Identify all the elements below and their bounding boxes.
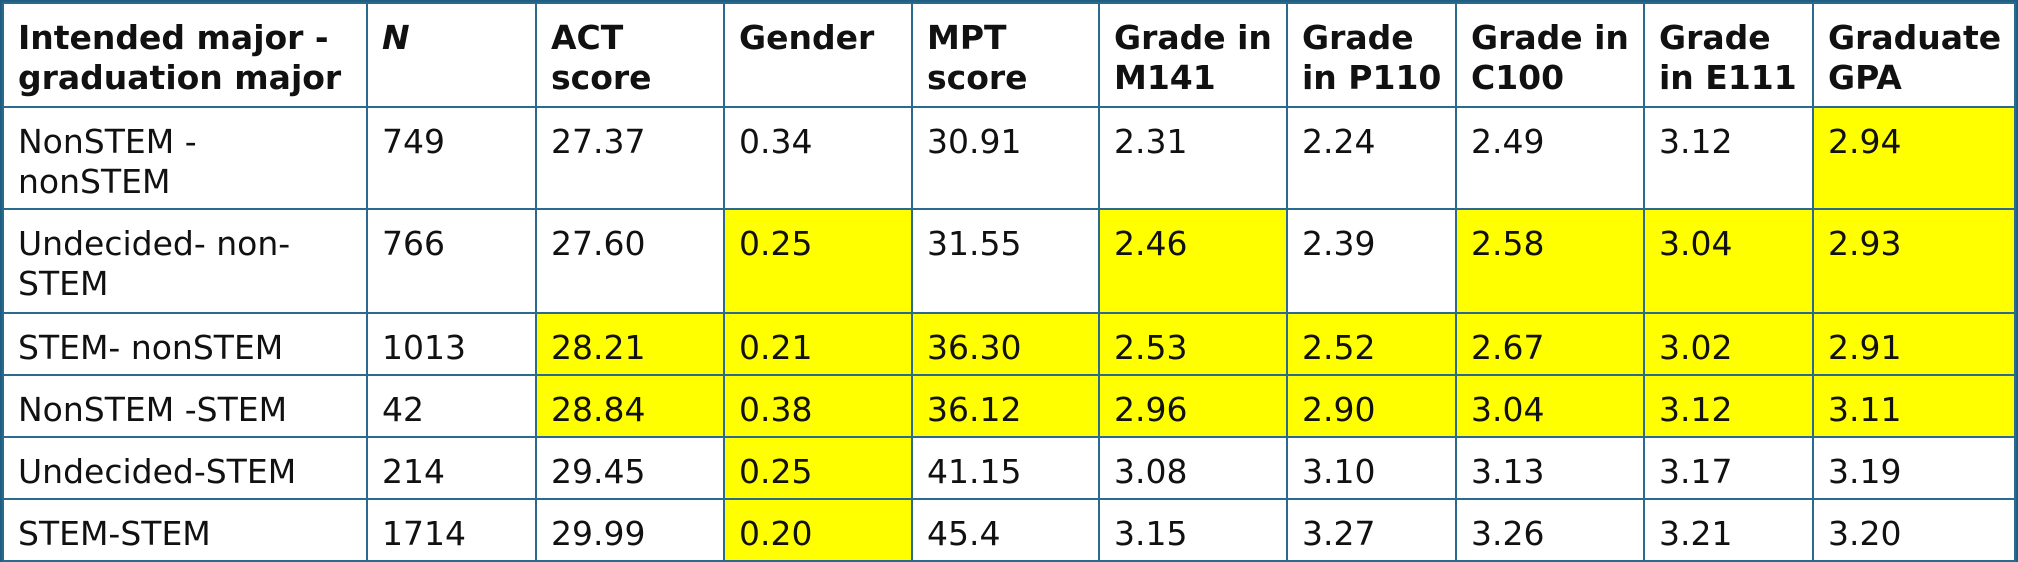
cell-grade-e111: 3.04 xyxy=(1643,208,1814,314)
cell-graduate-gpa: 2.91 xyxy=(1812,312,2016,376)
cell-graduate-gpa: 3.11 xyxy=(1812,374,2016,438)
cell-grade-c100: 2.67 xyxy=(1455,312,1645,376)
cell-grade-e111: 3.12 xyxy=(1643,106,1814,210)
cell-major: Undecided-STEM xyxy=(2,436,368,500)
cell-grade-e111: 3.17 xyxy=(1643,436,1814,500)
cell-graduate-gpa: 3.20 xyxy=(1812,498,2016,562)
cell-n: 766 xyxy=(366,208,537,314)
cell-n: 42 xyxy=(366,374,537,438)
header-graduate-gpa: Graduate GPA xyxy=(1812,2,2016,108)
cell-gender: 0.25 xyxy=(723,436,913,500)
cell-grade-e111: 3.12 xyxy=(1643,374,1814,438)
cell-grade-p110: 3.27 xyxy=(1286,498,1457,562)
cell-grade-m141: 3.15 xyxy=(1098,498,1288,562)
cell-act-score: 29.45 xyxy=(535,436,725,500)
header-grade-c100: Grade in C100 xyxy=(1455,2,1645,108)
cell-n: 749 xyxy=(366,106,537,210)
cell-act-score: 29.99 xyxy=(535,498,725,562)
cell-major: Undecided- non-STEM xyxy=(2,208,368,314)
table-row: NonSTEM - nonSTEM 749 27.37 0.34 30.91 2… xyxy=(2,106,2016,210)
table-row: STEM- nonSTEM 1013 28.21 0.21 36.30 2.53… xyxy=(2,312,2016,376)
cell-major: STEM-STEM xyxy=(2,498,368,562)
cell-mpt-score: 36.30 xyxy=(911,312,1100,376)
cell-grade-p110: 3.10 xyxy=(1286,436,1457,500)
cell-grade-c100: 2.58 xyxy=(1455,208,1645,314)
header-n: N xyxy=(366,2,537,108)
cell-graduate-gpa: 2.93 xyxy=(1812,208,2016,314)
cell-mpt-score: 31.55 xyxy=(911,208,1100,314)
header-grade-m141: Grade in M141 xyxy=(1098,2,1288,108)
cell-grade-c100: 2.49 xyxy=(1455,106,1645,210)
table-row: STEM-STEM 1714 29.99 0.20 45.4 3.15 3.27… xyxy=(2,498,2016,562)
cell-major: NonSTEM - nonSTEM xyxy=(2,106,368,210)
cell-act-score: 27.37 xyxy=(535,106,725,210)
cell-gender: 0.38 xyxy=(723,374,913,438)
cell-mpt-score: 41.15 xyxy=(911,436,1100,500)
cell-act-score: 28.21 xyxy=(535,312,725,376)
cell-gender: 0.34 xyxy=(723,106,913,210)
header-mpt-score: MPT score xyxy=(911,2,1100,108)
cell-mpt-score: 36.12 xyxy=(911,374,1100,438)
cell-grade-m141: 2.96 xyxy=(1098,374,1288,438)
cell-major: NonSTEM -STEM xyxy=(2,374,368,438)
cell-mpt-score: 30.91 xyxy=(911,106,1100,210)
cell-major: STEM- nonSTEM xyxy=(2,312,368,376)
table-row: NonSTEM -STEM 42 28.84 0.38 36.12 2.96 2… xyxy=(2,374,2016,438)
cell-grade-c100: 3.13 xyxy=(1455,436,1645,500)
table-row: Undecided- non-STEM 766 27.60 0.25 31.55… xyxy=(2,208,2016,314)
cell-grade-p110: 2.24 xyxy=(1286,106,1457,210)
cell-gender: 0.25 xyxy=(723,208,913,314)
cell-gender: 0.21 xyxy=(723,312,913,376)
cell-grade-c100: 3.26 xyxy=(1455,498,1645,562)
cell-mpt-score: 45.4 xyxy=(911,498,1100,562)
cell-graduate-gpa: 3.19 xyxy=(1812,436,2016,500)
cell-grade-p110: 2.90 xyxy=(1286,374,1457,438)
cell-n: 214 xyxy=(366,436,537,500)
cell-n: 1714 xyxy=(366,498,537,562)
cell-n: 1013 xyxy=(366,312,537,376)
cell-grade-p110: 2.39 xyxy=(1286,208,1457,314)
cell-act-score: 28.84 xyxy=(535,374,725,438)
cell-grade-e111: 3.21 xyxy=(1643,498,1814,562)
header-intended-graduation-major: Intended major - graduation major xyxy=(2,2,368,108)
cell-grade-c100: 3.04 xyxy=(1455,374,1645,438)
cell-gender: 0.20 xyxy=(723,498,913,562)
cell-grade-e111: 3.02 xyxy=(1643,312,1814,376)
header-grade-e111: Grade in E111 xyxy=(1643,2,1814,108)
header-gender: Gender xyxy=(723,2,913,108)
cell-grade-m141: 2.31 xyxy=(1098,106,1288,210)
cell-grade-m141: 2.46 xyxy=(1098,208,1288,314)
cell-graduate-gpa: 2.94 xyxy=(1812,106,2016,210)
cell-grade-p110: 2.52 xyxy=(1286,312,1457,376)
header-row: Intended major - graduation major N ACT … xyxy=(2,2,2016,108)
cell-act-score: 27.60 xyxy=(535,208,725,314)
cell-grade-m141: 2.53 xyxy=(1098,312,1288,376)
table-row: Undecided-STEM 214 29.45 0.25 41.15 3.08… xyxy=(2,436,2016,500)
cell-grade-m141: 3.08 xyxy=(1098,436,1288,500)
header-act-score: ACT score xyxy=(535,2,725,108)
header-grade-p110: Grade in P110 xyxy=(1286,2,1457,108)
